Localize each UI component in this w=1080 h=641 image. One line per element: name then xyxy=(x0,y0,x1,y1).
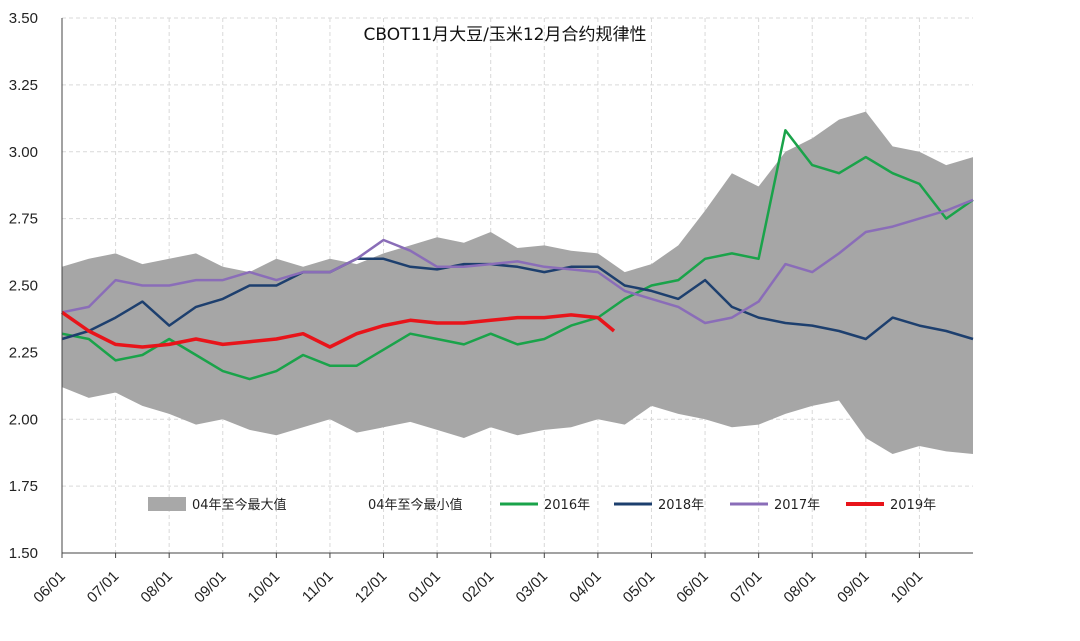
x-tick-label: 04/01 xyxy=(566,568,605,607)
x-tick-label: 11/01 xyxy=(299,568,337,606)
y-tick-label: 3.25 xyxy=(9,77,38,94)
y-tick-label: 2.00 xyxy=(9,411,38,428)
legend-label: 2019年 xyxy=(890,498,936,513)
legend-swatch xyxy=(148,497,186,511)
y-tick-label: 2.50 xyxy=(9,278,38,295)
x-tick-label: 06/01 xyxy=(30,568,69,607)
y-tick-label: 1.50 xyxy=(9,545,38,562)
legend-label: 2018年 xyxy=(658,498,704,513)
x-tick-label: 12/01 xyxy=(352,568,391,607)
x-tick-label: 02/01 xyxy=(459,568,498,607)
chart-title: CBOT11月大豆/玉米12月合约规律性 xyxy=(364,25,647,45)
x-tick-label: 08/01 xyxy=(137,568,176,607)
x-tick-label: 06/01 xyxy=(673,568,712,607)
max-min-band xyxy=(62,111,973,454)
y-tick-label: 2.25 xyxy=(9,344,38,361)
series-lines xyxy=(60,129,974,381)
y-tick-label: 3.00 xyxy=(9,144,38,161)
x-tick-label: 07/01 xyxy=(84,568,123,607)
x-tick-label: 08/01 xyxy=(780,568,819,607)
y-tick-label: 2.75 xyxy=(9,211,38,228)
legend-label: 04年至今最大值 xyxy=(192,497,287,513)
x-tick-label: 10/01 xyxy=(245,568,284,607)
series-line-2019年 xyxy=(60,310,616,349)
x-tick-label: 09/01 xyxy=(834,568,873,607)
series-line-2017年 xyxy=(61,198,974,325)
series-line-2018年 xyxy=(61,257,974,341)
y-tick-label: 3.50 xyxy=(9,10,38,27)
x-tick-label: 01/01 xyxy=(405,568,444,607)
x-tick-label: 09/01 xyxy=(191,568,230,607)
x-tick-label: 03/01 xyxy=(513,568,552,607)
x-tick-label: 07/01 xyxy=(727,568,766,607)
legend-label: 04年至今最小值 xyxy=(368,497,463,513)
x-tick-label: 10/01 xyxy=(888,568,927,607)
y-tick-label: 1.75 xyxy=(9,478,38,495)
legend-label: 2016年 xyxy=(544,498,590,513)
legend-label: 2017年 xyxy=(774,498,820,513)
x-tick-label: 05/01 xyxy=(620,568,659,607)
series-line-2016年 xyxy=(61,129,974,381)
legend: 04年至今最大值 04年至今最小值 2016年 2018年 2017年 2019年 xyxy=(148,497,936,513)
band-area xyxy=(62,111,973,454)
